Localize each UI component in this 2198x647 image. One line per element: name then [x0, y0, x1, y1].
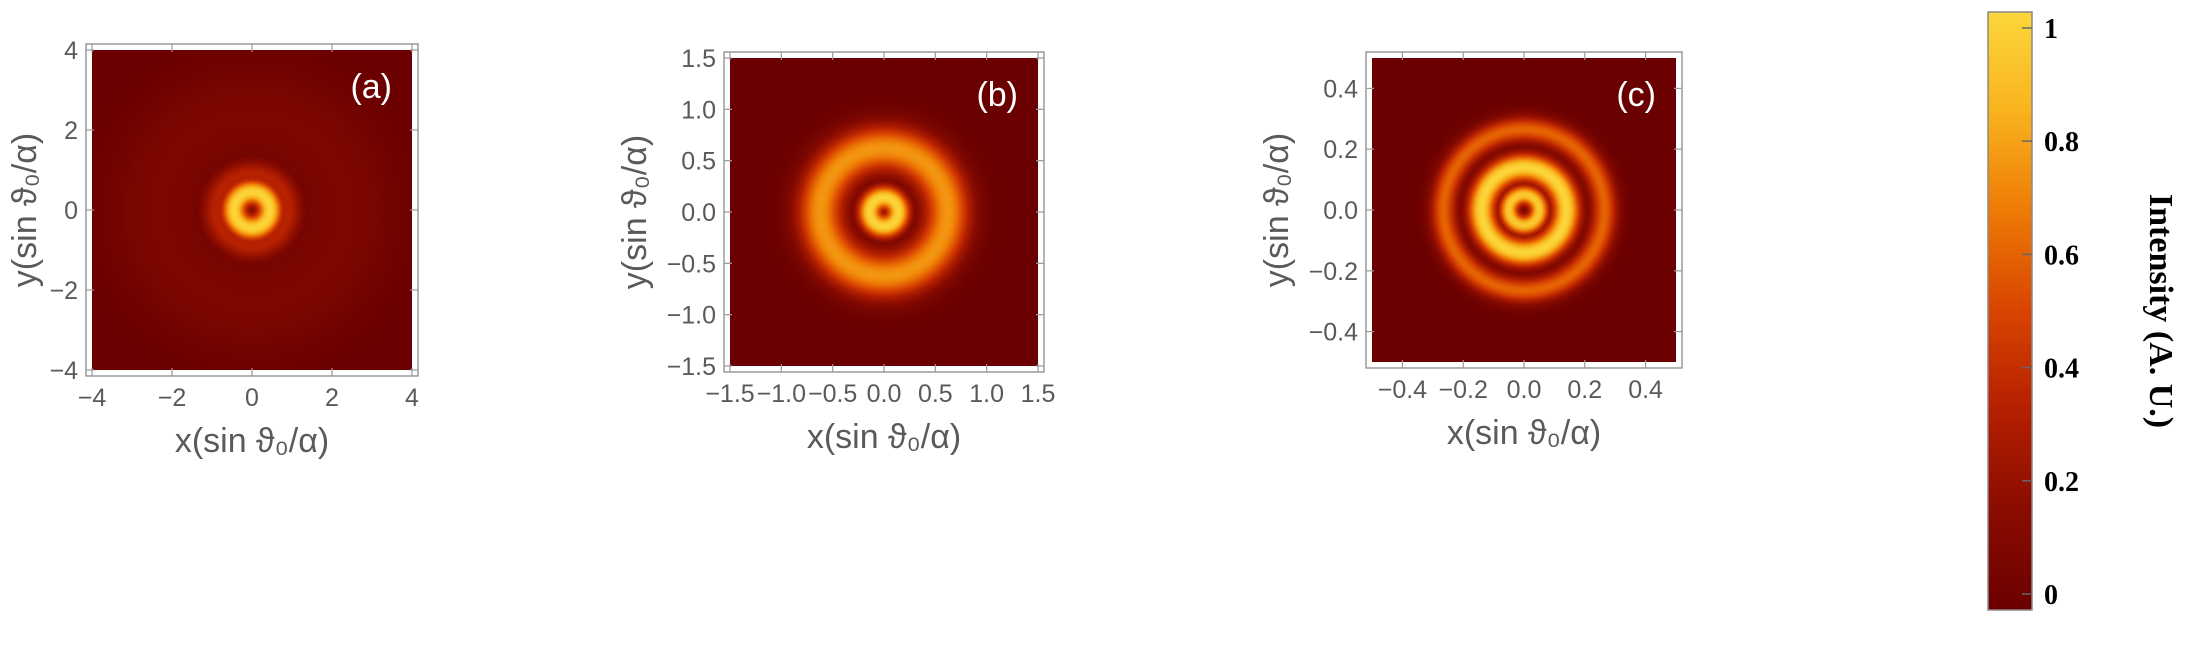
y-axis-label: y(sin ϑ₀/α): [616, 135, 654, 289]
heatmap-image: [1372, 58, 1676, 362]
x-tick-label: 0: [245, 384, 259, 412]
colorbar-panel: 0 0.2 0.4 0.6 0.8 1 Intensity (A. U.): [1960, 0, 2198, 642]
ticks: [1366, 52, 1682, 368]
colorbar-tick-label: 0.4: [2044, 354, 2079, 385]
x-tick-label: −0.5: [808, 380, 857, 408]
y-tick-label: −2: [49, 277, 78, 305]
x-tick-label: 0.4: [1628, 376, 1663, 404]
heatmap-chart-b: −1.5 −1.0 −0.5 0.0 0.5 1.0 1.5−1.5−1.0−0.50.00…: [616, 45, 1056, 456]
heatmap-chart-c: −0.4 −0.2 0.0 0.2 0.4 −0.4 −0.2 0.0 0.2 0.4 x(sin …: [1258, 51, 1683, 452]
ticks: [724, 52, 1044, 372]
x-tick-label: 0.0: [867, 380, 902, 408]
y-tick-label: −4: [49, 357, 78, 385]
x-tick-label: −1.5: [705, 380, 754, 408]
x-tick-label: −1.0: [757, 380, 806, 408]
colorbar-tick-label: 0.2: [2044, 467, 2079, 498]
panel-c: −0.4 −0.2 0.0 0.2 0.4 −0.4 −0.2 0.0 0.2 0.4 x(sin …: [1258, 0, 1920, 642]
y-tick-label: 0.0: [1323, 197, 1358, 225]
ticks: [86, 44, 418, 376]
x-tick-label: 1.5: [1021, 380, 1056, 408]
x-tick-label: −2: [158, 384, 187, 412]
y-tick-label: 0.2: [1323, 136, 1358, 164]
x-tick-label: 0.5: [918, 380, 953, 408]
heatmap-image: [730, 58, 1038, 366]
colorbar-tick-label: 0: [2044, 580, 2058, 611]
colorbar-title: Intensity (A. U.): [2142, 194, 2179, 428]
panel-b: −1.5 −1.0 −0.5 0.0 0.5 1.0 1.5 −1.5 −1.0 −0.5 0.0 0…: [616, 0, 1280, 642]
y-tick-label: −0.5: [667, 250, 716, 278]
y-axis-label: y(sin ϑ₀/α): [1258, 133, 1296, 287]
y-tick-label: 0.0: [681, 199, 716, 227]
colorbar-tick-label: 1: [2044, 14, 2058, 45]
y-tick-label: −0.4: [1309, 319, 1358, 347]
x-tick-label: 2: [325, 384, 339, 412]
heatmap-image: [92, 50, 412, 370]
y-tick-label: 1.5: [681, 45, 716, 73]
panel-label: (b): [976, 76, 1018, 114]
y-tick-label: 1.0: [681, 96, 716, 124]
panel-label: (c): [1616, 76, 1656, 114]
colorbar-tick-label: 0.6: [2044, 240, 2079, 271]
panel-label: (a): [350, 68, 392, 106]
x-tick-label: −0.4: [1378, 376, 1427, 404]
y-tick-label: −1.0: [667, 302, 716, 330]
x-tick-label: 1.0: [969, 380, 1004, 408]
colorbar-gradient: [1987, 11, 2033, 611]
x-tick-label: −4: [78, 384, 107, 412]
x-axis-label: x(sin ϑ₀/α): [175, 422, 329, 460]
y-tick-label: 0.4: [1323, 75, 1358, 103]
x-tick-label: 0.0: [1507, 376, 1542, 404]
y-tick-label: −1.5: [667, 353, 716, 381]
x-axis-label: x(sin ϑ₀/α): [807, 418, 961, 456]
y-tick-label: 0: [64, 197, 78, 225]
heatmap-chart-a: −4 −2 0 2 4 −4 −2 0 2 4 x(sin ϑ₀/α) y(sin ϑ₀/α) (a): [6, 37, 419, 460]
colorbar: 0 0.2 0.4 0.6 0.8 1 Intensity (A. U.): [1987, 11, 2179, 611]
x-tick-label: 0.2: [1567, 376, 1602, 404]
y-tick-label: 2: [64, 117, 78, 145]
colorbar-tick-label: 0.8: [2044, 127, 2079, 158]
y-tick-label: 4: [64, 37, 78, 65]
y-tick-label: −0.2: [1309, 258, 1358, 286]
x-tick-label: −0.2: [1439, 376, 1488, 404]
y-tick-label: 0.5: [681, 148, 716, 176]
y-axis-label: y(sin ϑ₀/α): [6, 133, 44, 287]
panel-a: −4 −2 0 2 4 −4 −2 0 2 4 x(sin ϑ₀/α) y(sin ϑ₀/α) (a): [0, 0, 640, 642]
x-axis-label: x(sin ϑ₀/α): [1447, 414, 1601, 452]
x-tick-label: 4: [405, 384, 419, 412]
